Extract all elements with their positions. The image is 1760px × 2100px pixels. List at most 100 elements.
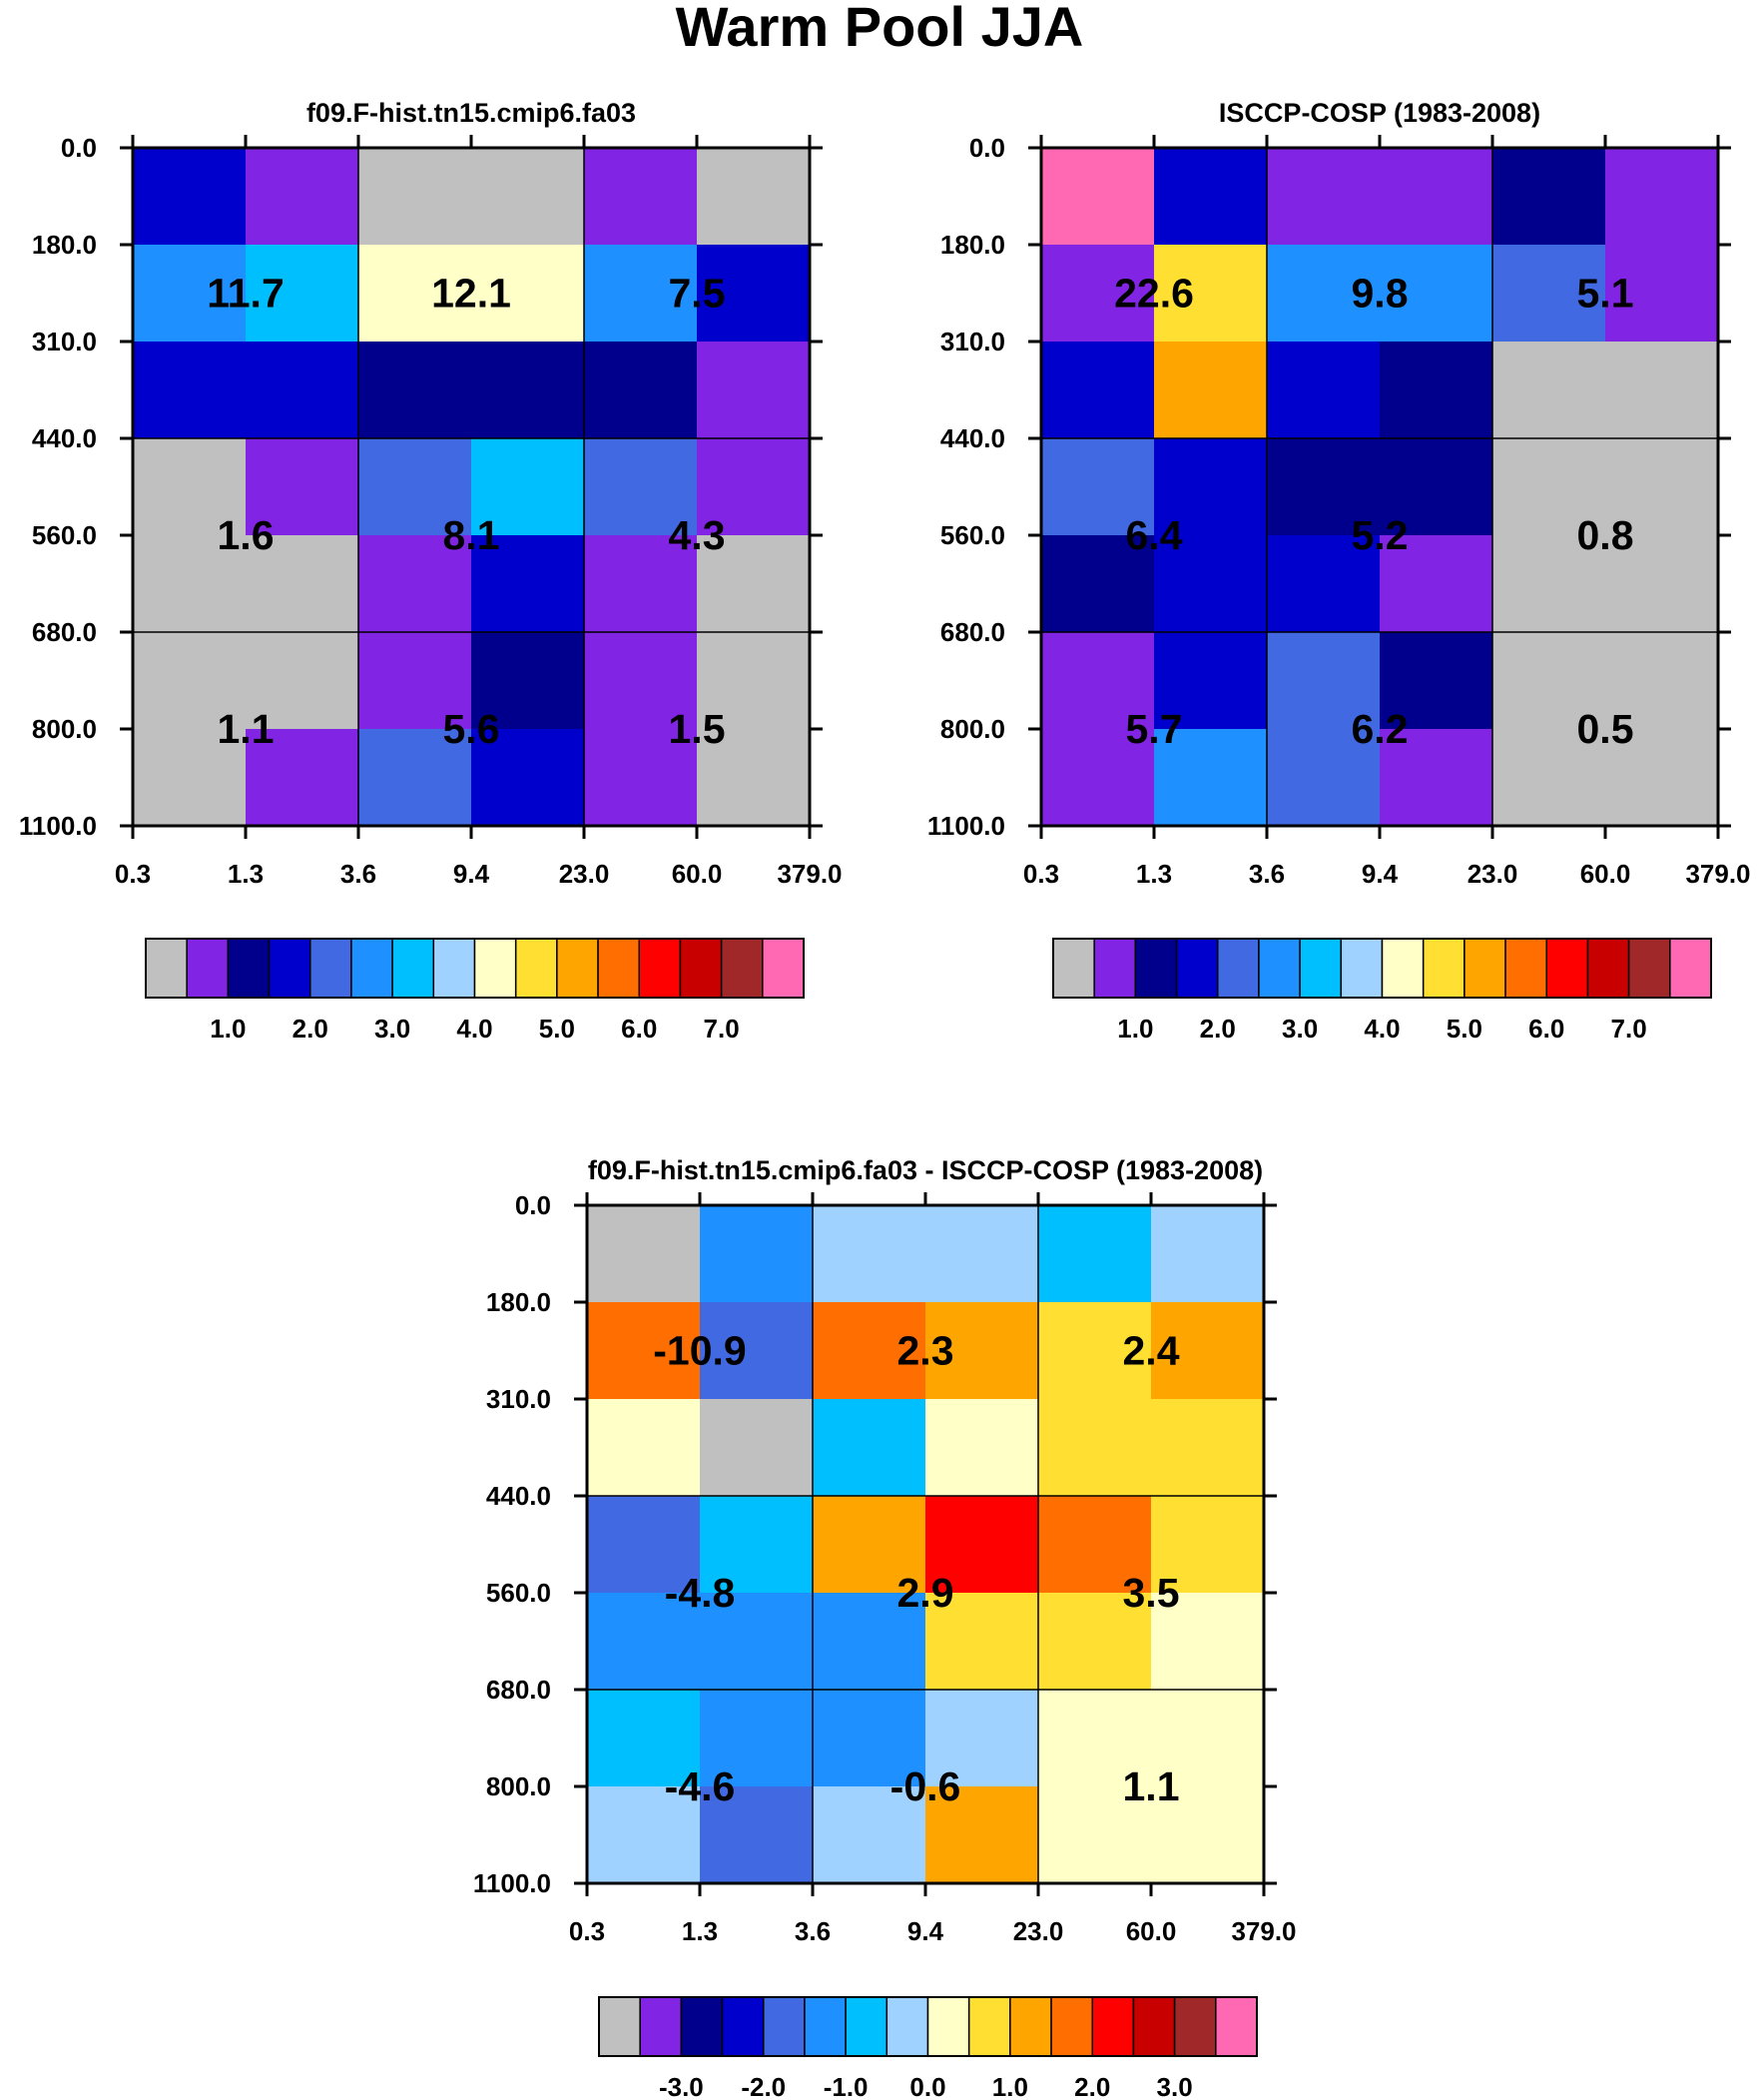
panel-title: f09.F-hist.tn15.cmip6.fa03 - ISCCP-COSP … — [588, 1155, 1263, 1185]
x-tick-label: 3.6 — [340, 859, 376, 889]
heatmap-cell — [1038, 1399, 1152, 1497]
heatmap-cell — [1605, 438, 1719, 536]
heatmap-cell — [1492, 245, 1606, 343]
box-value-label: -10.9 — [653, 1328, 746, 1374]
colorbar-swatch — [1504, 938, 1547, 999]
y-tick-label: 560.0 — [486, 1578, 551, 1608]
heatmap-cell — [246, 632, 359, 730]
colorbar-label: 2.0 — [1200, 1014, 1236, 1044]
y-tick-label: 180.0 — [486, 1287, 551, 1317]
colorbar-swatch — [598, 1996, 641, 2057]
heatmap-cell — [1492, 342, 1606, 439]
x-tick-label: 379.0 — [1231, 1916, 1296, 1946]
heatmap-cell — [813, 1690, 926, 1787]
heatmap-cell — [1154, 342, 1268, 439]
colorbar-swatch — [885, 1996, 929, 2057]
box-value-label: 1.6 — [218, 512, 275, 558]
colorbar-swatch — [1381, 938, 1425, 999]
box-value-label: 1.1 — [1123, 1763, 1180, 1809]
heatmap-cell — [358, 535, 472, 633]
heatmap-cell — [358, 438, 472, 536]
colorbar-swatch — [763, 1996, 806, 2057]
heatmap-cell — [471, 342, 585, 439]
heatmap-cell — [1267, 729, 1381, 827]
heatmap-cell — [471, 535, 585, 633]
box-value-label: 6.2 — [1352, 706, 1409, 752]
colorbar-swatch — [473, 938, 517, 999]
colorbar-label: -1.0 — [824, 2072, 869, 2100]
heatmap-cell — [246, 245, 359, 343]
colorbar-swatch — [967, 1996, 1011, 2057]
heatmap-cell — [471, 632, 585, 730]
heatmap-cell — [133, 438, 247, 536]
heatmap-cell — [133, 342, 247, 439]
colorbar-label: 3.0 — [1157, 2072, 1193, 2100]
heatmap-cell — [925, 1496, 1039, 1594]
heatmap-cell — [813, 1496, 926, 1594]
y-tick-label: 800.0 — [486, 1771, 551, 1801]
colorbar-swatch — [1093, 938, 1137, 999]
heatmap-cell — [1041, 535, 1155, 633]
heatmap-cell — [1151, 1786, 1265, 1884]
y-tick-label: 310.0 — [486, 1384, 551, 1414]
colorbar-swatch — [186, 938, 230, 999]
x-tick-label: 1.3 — [682, 1916, 718, 1946]
heatmap-cell — [1267, 245, 1381, 343]
heatmap-cell — [1492, 632, 1606, 730]
heatmap-cell — [584, 342, 698, 439]
colorbar-label: 1.0 — [992, 2072, 1028, 2100]
heatmap-cell — [246, 438, 359, 536]
colorbar-swatch — [514, 938, 558, 999]
colorbar-swatch — [268, 938, 311, 999]
colorbar-label: 1.0 — [210, 1014, 246, 1044]
colorbar-swatch — [145, 938, 188, 999]
heatmap-cell — [1041, 245, 1155, 343]
heatmap-cell — [925, 1690, 1039, 1787]
box-value-label: 6.4 — [1126, 512, 1183, 558]
colorbar-swatch — [1340, 938, 1384, 999]
panel-2: ISCCP-COSP (1983-2008) 0.3 1.3 3.6 9.4 23.0 60… — [927, 98, 1751, 1044]
colorbar-swatch — [845, 1996, 888, 2057]
heatmap-cell — [133, 245, 247, 343]
box-value-label: -4.8 — [665, 1570, 736, 1616]
y-tick-label: 680.0 — [32, 617, 97, 647]
colorbar-swatch — [1299, 938, 1343, 999]
heatmap-cell — [700, 1302, 814, 1400]
heatmap-cell — [587, 1496, 701, 1594]
colorbar-label: 2.0 — [293, 1014, 328, 1044]
y-tick-label: 1100.0 — [927, 811, 1005, 841]
colorbar-swatch — [1132, 1996, 1176, 2057]
heatmap-cell — [1041, 438, 1155, 536]
box-value-label: 11.7 — [207, 271, 285, 317]
x-tick-label: 23.0 — [559, 859, 610, 889]
heatmap-cell — [246, 729, 359, 827]
heatmap-cell — [1041, 632, 1155, 730]
box-value-label: 5.6 — [443, 706, 500, 752]
colorbar-label: 2.0 — [1074, 2072, 1110, 2100]
x-tick-label: 60.0 — [1126, 1916, 1177, 1946]
heatmap-cell — [925, 1302, 1039, 1400]
colorbar: -3.0 -2.0 -1.0 0.0 1.0 2.0 3.0 — [598, 1996, 1258, 2100]
y-tick-label: 440.0 — [940, 423, 1005, 453]
colorbar-label: -2.0 — [741, 2072, 786, 2100]
heatmap-cell — [1041, 148, 1155, 246]
heatmap-cell — [1380, 535, 1493, 633]
colorbar-label: 4.0 — [1364, 1014, 1400, 1044]
box-value-label: -4.6 — [665, 1763, 736, 1809]
box-value-label: 8.1 — [443, 512, 500, 558]
heatmap-cell — [700, 1786, 814, 1884]
colorbar-swatch — [679, 938, 723, 999]
box-value-label: 0.5 — [1577, 706, 1634, 752]
colorbar-swatch — [926, 1996, 970, 2057]
heatmap-cell — [1038, 1690, 1152, 1787]
heatmap-cell — [1151, 1205, 1265, 1303]
colorbar-swatch — [1545, 938, 1589, 999]
box-value-label: 5.2 — [1352, 512, 1409, 558]
colorbar-swatch — [1009, 1996, 1052, 2057]
colorbar-label: 7.0 — [704, 1014, 740, 1044]
colorbar-frame — [1052, 938, 1712, 999]
heatmap-cell — [587, 1690, 701, 1787]
heatmap-cell — [246, 342, 359, 439]
heatmap-cell — [471, 245, 585, 343]
heatmap-cell — [133, 729, 247, 827]
